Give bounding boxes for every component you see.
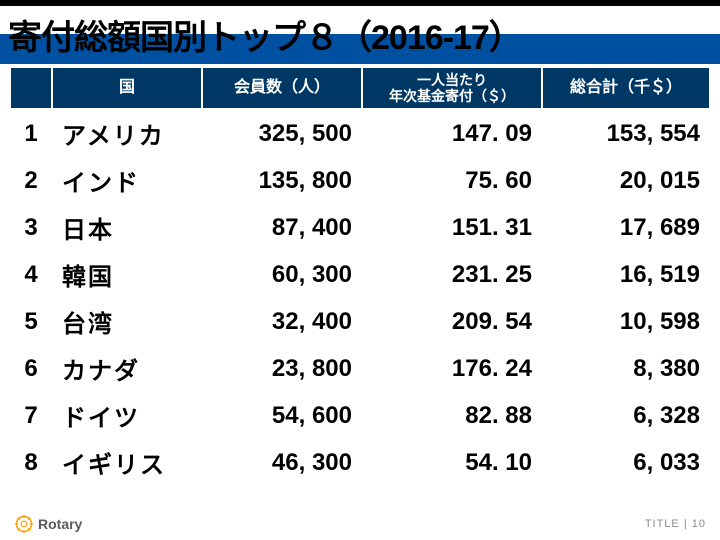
cell-rank: 7 — [10, 392, 52, 439]
rotary-logo: Rotary — [14, 514, 82, 534]
col-country: 国 — [52, 68, 202, 109]
col-percap-line2: 年次基金寄付（＄） — [389, 88, 515, 104]
table-row: 3日本87, 400151. 3117, 689 — [10, 204, 710, 251]
donation-table: 国 会員数（人） 一人当たり 年次基金寄付（＄） 総合計（千＄） 1アメリカ32… — [9, 68, 711, 486]
col-total: 総合計（千＄） — [542, 68, 710, 109]
table-row: 7ドイツ54, 60082. 886, 328 — [10, 392, 710, 439]
cell-total: 8, 380 — [542, 345, 710, 392]
col-rank — [10, 68, 52, 109]
cell-rank: 6 — [10, 345, 52, 392]
table-row: 1アメリカ325, 500147. 09153, 554 — [10, 109, 710, 157]
cell-total: 6, 033 — [542, 439, 710, 486]
cell-percap: 176. 24 — [362, 345, 542, 392]
cell-country: 韓国 — [52, 251, 202, 298]
cell-members: 325, 500 — [202, 109, 362, 157]
cell-members: 54, 600 — [202, 392, 362, 439]
cell-rank: 1 — [10, 109, 52, 157]
table-row: 8イギリス46, 30054. 106, 033 — [10, 439, 710, 486]
title-header: 寄付総額国別トップ８（2016-17） — [0, 0, 720, 64]
page-number: TITLE | 10 — [645, 518, 706, 530]
cell-total: 10, 598 — [542, 298, 710, 345]
cell-rank: 5 — [10, 298, 52, 345]
rotary-brand-text: Rotary — [38, 516, 82, 532]
col-members: 会員数（人） — [202, 68, 362, 109]
cell-country: 日本 — [52, 204, 202, 251]
cell-members: 23, 800 — [202, 345, 362, 392]
cell-country: インド — [52, 157, 202, 204]
cell-rank: 3 — [10, 204, 52, 251]
cell-total: 6, 328 — [542, 392, 710, 439]
cell-total: 20, 015 — [542, 157, 710, 204]
rotary-wheel-icon — [14, 514, 34, 534]
cell-percap: 151. 31 — [362, 204, 542, 251]
table-row: 4韓国60, 300231. 2516, 519 — [10, 251, 710, 298]
cell-country: アメリカ — [52, 109, 202, 157]
cell-country: ドイツ — [52, 392, 202, 439]
cell-total: 153, 554 — [542, 109, 710, 157]
cell-percap: 231. 25 — [362, 251, 542, 298]
cell-percap: 75. 60 — [362, 157, 542, 204]
cell-total: 16, 519 — [542, 251, 710, 298]
page-title: 寄付総額国別トップ８（2016-17） — [8, 10, 522, 59]
cell-percap: 209. 54 — [362, 298, 542, 345]
cell-rank: 2 — [10, 157, 52, 204]
cell-members: 60, 300 — [202, 251, 362, 298]
cell-members: 135, 800 — [202, 157, 362, 204]
col-percap: 一人当たり 年次基金寄付（＄） — [362, 68, 542, 109]
cell-members: 32, 400 — [202, 298, 362, 345]
col-percap-line1: 一人当たり — [417, 72, 487, 88]
cell-members: 46, 300 — [202, 439, 362, 486]
slide-footer: Rotary TITLE | 10 — [14, 514, 706, 534]
cell-country: カナダ — [52, 345, 202, 392]
cell-country: 台湾 — [52, 298, 202, 345]
table-row: 6カナダ23, 800176. 248, 380 — [10, 345, 710, 392]
table-row: 2インド135, 80075. 6020, 015 — [10, 157, 710, 204]
cell-total: 17, 689 — [542, 204, 710, 251]
cell-country: イギリス — [52, 439, 202, 486]
cell-rank: 8 — [10, 439, 52, 486]
table-header-row: 国 会員数（人） 一人当たり 年次基金寄付（＄） 総合計（千＄） — [10, 68, 710, 109]
cell-percap: 54. 10 — [362, 439, 542, 486]
cell-members: 87, 400 — [202, 204, 362, 251]
cell-rank: 4 — [10, 251, 52, 298]
table-row: 5台湾32, 400209. 5410, 598 — [10, 298, 710, 345]
cell-percap: 147. 09 — [362, 109, 542, 157]
cell-percap: 82. 88 — [362, 392, 542, 439]
